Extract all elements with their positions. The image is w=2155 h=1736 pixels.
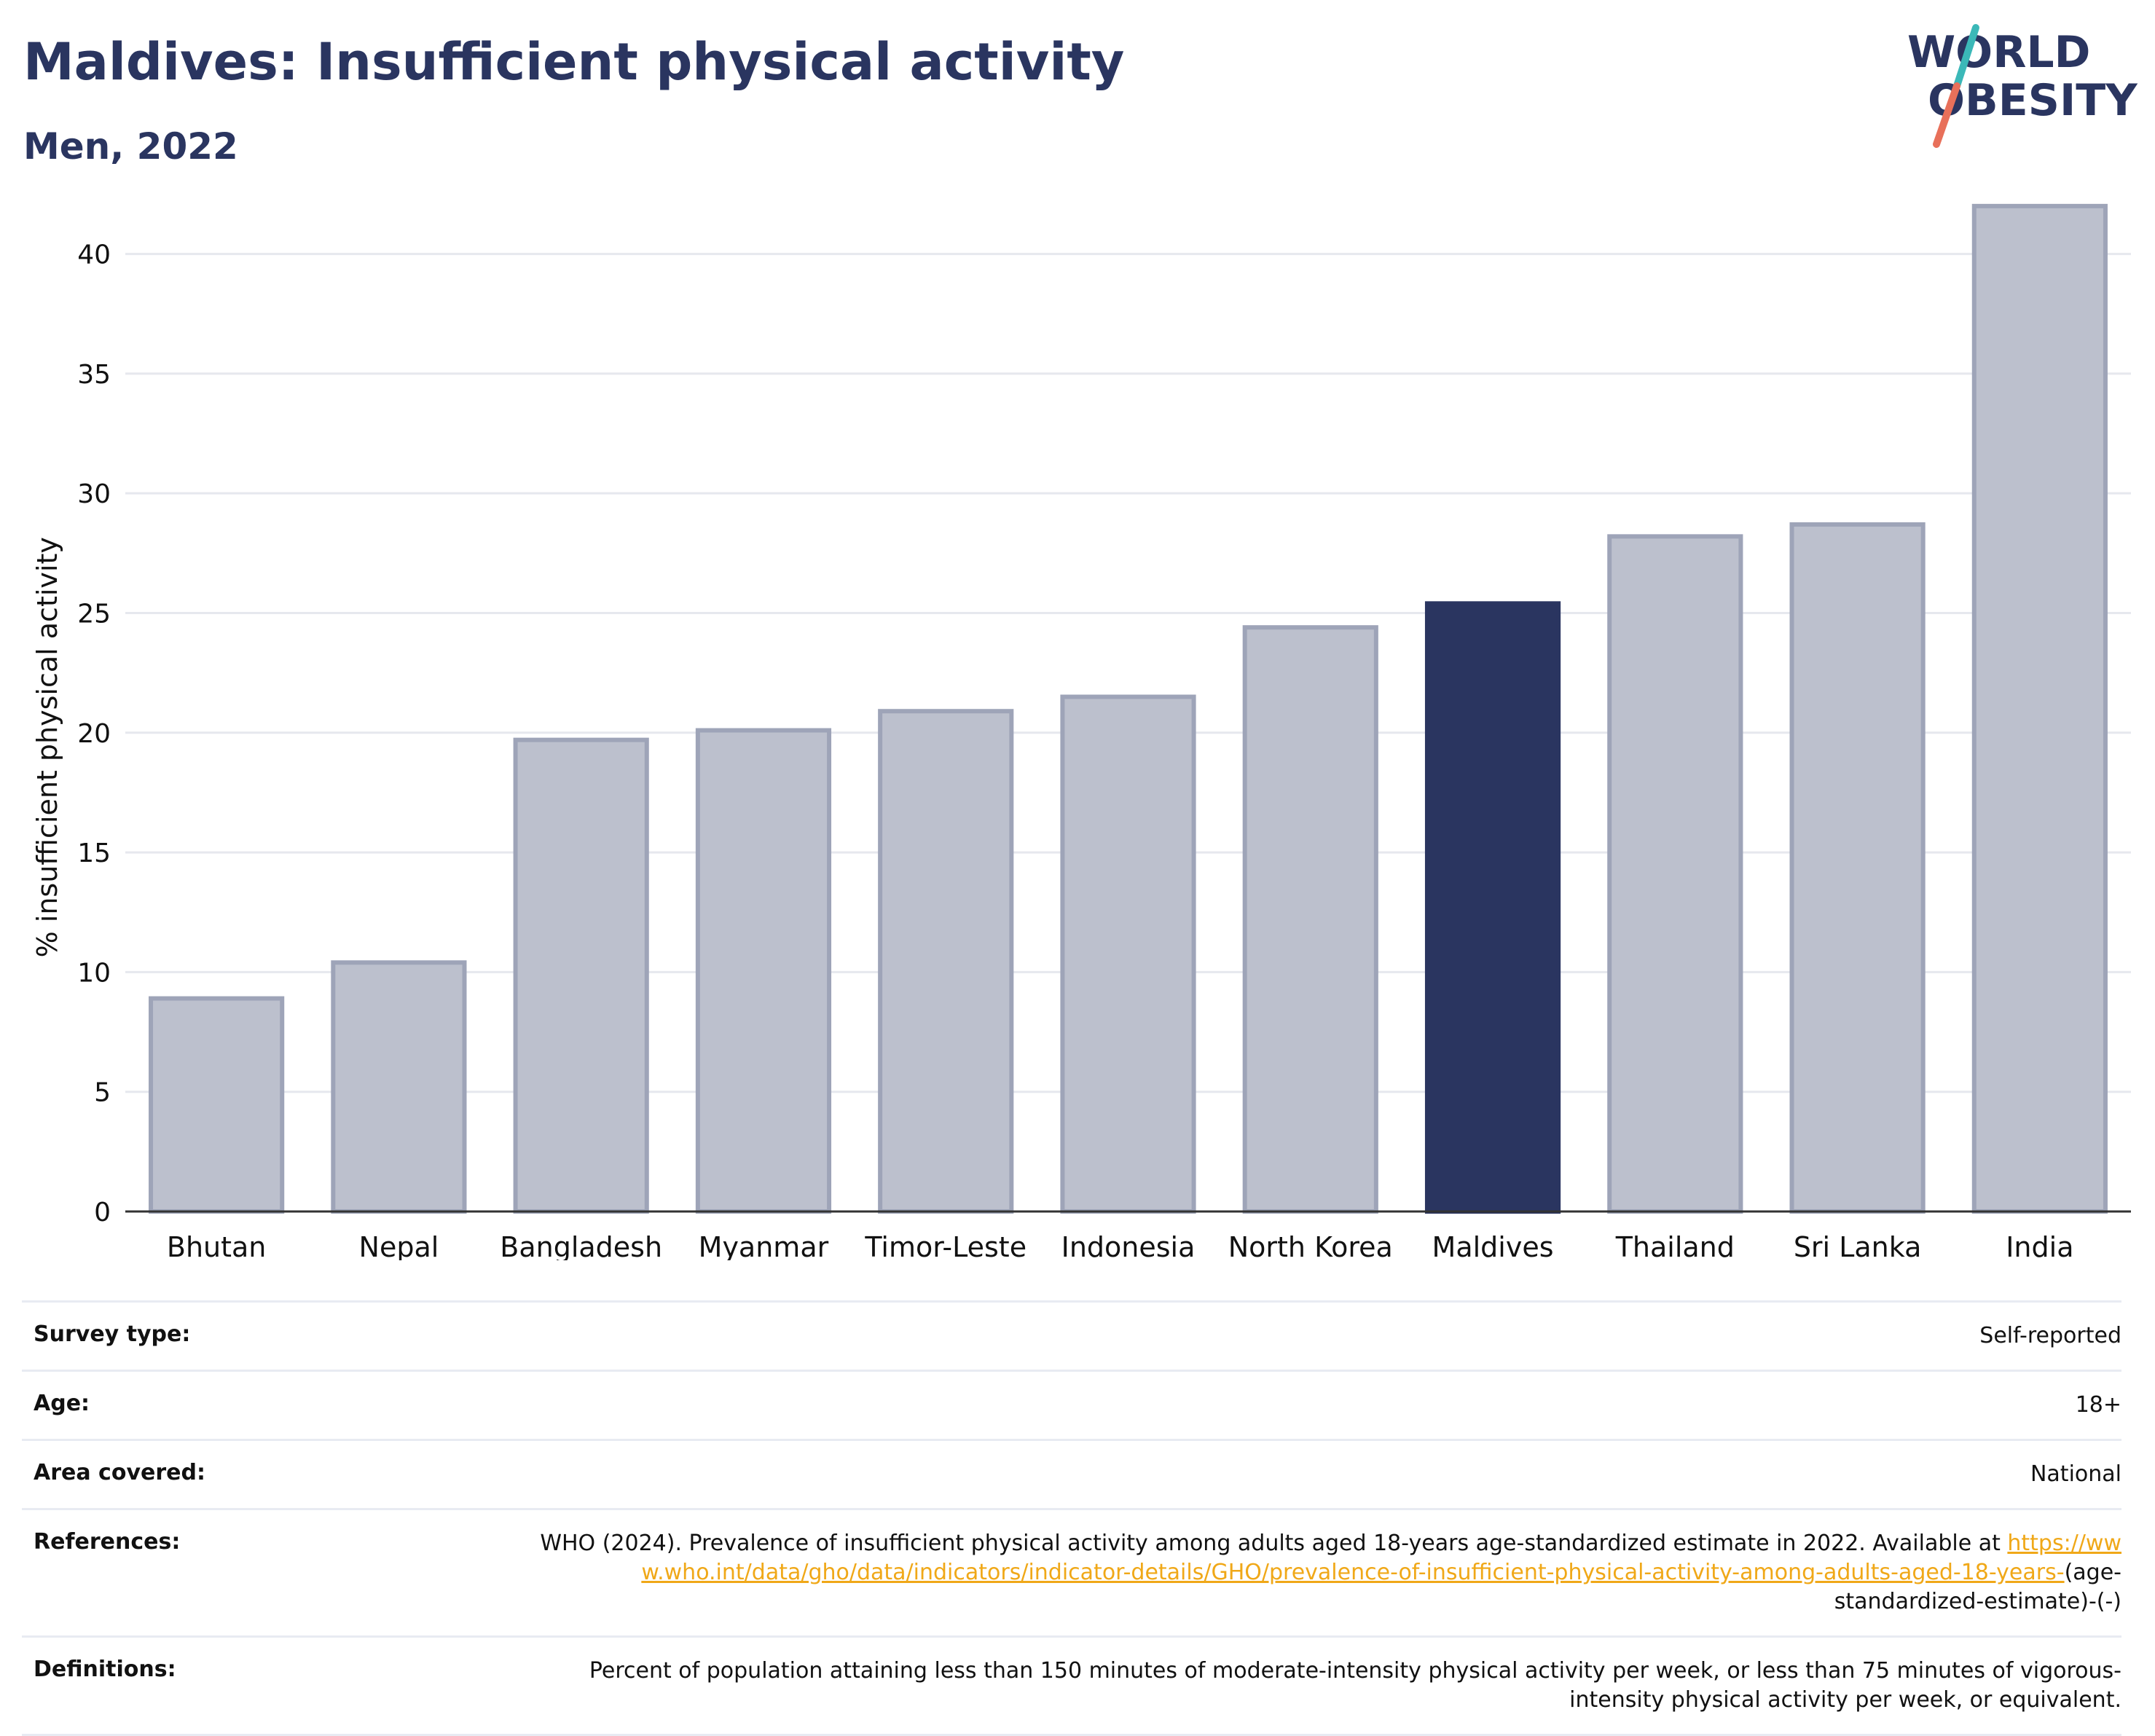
y-tick-label: 10 xyxy=(77,958,111,988)
y-tick-label: 5 xyxy=(94,1078,111,1108)
bar-myanmar[interactable] xyxy=(695,728,832,1214)
world-obesity-logo: WORLD OBESITY xyxy=(1907,24,2138,148)
bar-timor-leste[interactable] xyxy=(878,709,1014,1214)
chart-title: Maldives: Insufficient physical activity xyxy=(23,32,1125,92)
x-tick-label: Bangladesh xyxy=(500,1231,662,1260)
y-tick-label: 20 xyxy=(77,719,111,749)
chart-subtitle: Men, 2022 xyxy=(23,125,238,168)
bar-india[interactable] xyxy=(1971,203,2108,1214)
y-tick-label: 25 xyxy=(77,599,111,629)
meta-value-text: Percent of population attaining less tha… xyxy=(589,1658,2121,1713)
y-tick-label: 35 xyxy=(77,360,111,390)
bar-north-korea[interactable] xyxy=(1242,625,1378,1214)
x-tick-label: Timor-Leste xyxy=(864,1231,1027,1260)
bars xyxy=(149,203,2108,1214)
bar-bangladesh[interactable] xyxy=(513,737,649,1214)
meta-value-suffix: (age-standardized-estimate)-(-) xyxy=(1834,1560,2121,1614)
y-tick-label: 40 xyxy=(77,240,111,270)
x-tick-label: Myanmar xyxy=(699,1231,829,1260)
logo-slash-bottom xyxy=(1933,82,1960,148)
x-tick-label: Nepal xyxy=(359,1231,439,1260)
meta-value: WHO (2024). Prevalence of insufficient p… xyxy=(519,1529,2121,1617)
x-tick-label: Sri Lanka xyxy=(1794,1231,1922,1260)
bar-bhutan[interactable] xyxy=(149,996,285,1214)
axes: 0 5 10 15 20 25 30 35 40 Bhutan Nepal Bangladesh Mya… xyxy=(77,240,2131,1260)
x-tick-label: North Korea xyxy=(1228,1231,1393,1260)
reference-link[interactable]: https://www.who.int/data/gho/data/indica… xyxy=(641,1531,2121,1585)
meta-row: References: WHO (2024). Prevalence of ins… xyxy=(22,1508,2121,1635)
meta-value: National xyxy=(2030,1460,2121,1489)
meta-value: Percent of population attaining less tha… xyxy=(519,1657,2121,1715)
y-tick-label: 30 xyxy=(77,479,111,509)
x-tick-label: Indonesia xyxy=(1061,1231,1196,1260)
meta-label: Definitions: xyxy=(34,1657,176,1682)
logo-slash-top xyxy=(1953,24,1979,90)
bar-maldives[interactable] xyxy=(1424,601,1561,1214)
meta-value-text: WHO (2024). Prevalence of insufficient p… xyxy=(540,1531,2008,1556)
meta-row: Age: 18+ xyxy=(22,1370,2121,1439)
meta-row: Definitions: Percent of population attain… xyxy=(22,1635,2121,1736)
meta-row: Area covered: National xyxy=(22,1439,2121,1508)
meta-label: Survey type: xyxy=(34,1321,191,1347)
meta-value: 18+ xyxy=(2076,1391,2121,1420)
meta-row: Survey type: Self-reported xyxy=(22,1300,2121,1370)
y-tick-label: 15 xyxy=(77,838,111,868)
meta-label: Area covered: xyxy=(34,1460,205,1485)
meta-label: Age: xyxy=(34,1391,90,1416)
meta-value: Self-reported xyxy=(1979,1321,2121,1351)
y-tick-label: 0 xyxy=(94,1198,111,1228)
x-tick-label: Bhutan xyxy=(167,1231,267,1260)
x-tick-label: India xyxy=(2006,1231,2073,1260)
bar-sri-lanka[interactable] xyxy=(1789,522,1926,1214)
bar-nepal[interactable] xyxy=(331,960,467,1214)
bar-indonesia[interactable] xyxy=(1060,694,1196,1214)
logo-word-world: WORLD xyxy=(1907,27,2090,78)
meta-value-text: National xyxy=(2030,1461,2121,1487)
meta-value-text: Self-reported xyxy=(1979,1323,2121,1348)
bar-thailand[interactable] xyxy=(1607,534,1743,1214)
x-tick-label: Thailand xyxy=(1615,1231,1735,1260)
y-axis-label: % insufficient physical activity xyxy=(31,537,63,957)
meta-value-text: 18+ xyxy=(2075,1392,2121,1418)
logo-word-obesity: OBESITY xyxy=(1928,75,2138,126)
meta-label: References: xyxy=(34,1529,181,1555)
bar-chart: 0 5 10 15 20 25 30 35 40 Bhutan Nepal Bangladesh Mya… xyxy=(31,203,2131,1260)
metadata-table: Survey type: Self-reported Age: 18+ Area cov… xyxy=(22,1300,2121,1736)
x-tick-label: Maldives xyxy=(1432,1231,1554,1260)
